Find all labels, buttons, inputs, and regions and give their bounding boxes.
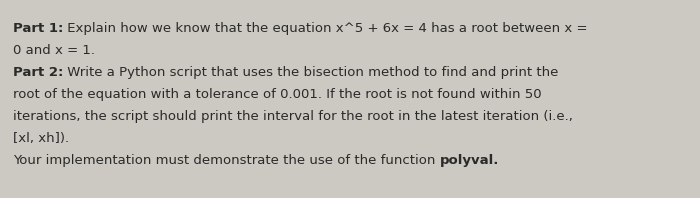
Text: Your implementation must demonstrate the use of the function: Your implementation must demonstrate the…: [13, 154, 440, 167]
Text: Part 2:: Part 2:: [13, 66, 64, 79]
Text: root of the equation with a tolerance of 0.001. If the root is not found within : root of the equation with a tolerance of…: [13, 88, 542, 101]
Text: iterations, the script should print the interval for the root in the latest iter: iterations, the script should print the …: [13, 110, 573, 123]
Text: Write a Python script that uses the bisection method to find and print the: Write a Python script that uses the bise…: [64, 66, 559, 79]
Text: Part 1:: Part 1:: [13, 22, 64, 35]
Text: Explain how we know that the equation x^5 + 6x = 4 has a root between x =: Explain how we know that the equation x^…: [64, 22, 588, 35]
Text: [xl, xh]).: [xl, xh]).: [13, 132, 69, 145]
Text: 0 and x = 1.: 0 and x = 1.: [13, 44, 95, 57]
Text: polyval.: polyval.: [440, 154, 499, 167]
